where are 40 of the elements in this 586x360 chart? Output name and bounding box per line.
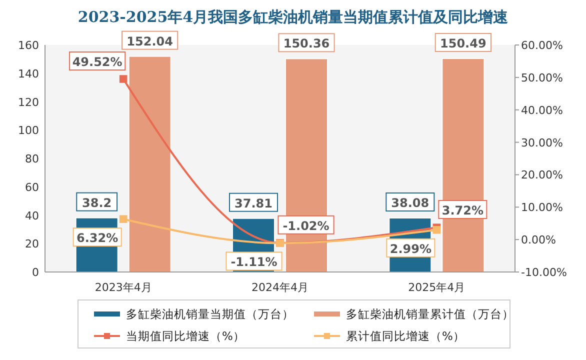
legend-label: 多缸柴油机销量当期值（万台） (126, 307, 294, 321)
y-tick-label: 80 (25, 152, 39, 166)
y-tick-label: 0 (32, 266, 39, 279)
data-label: 37.81 (234, 196, 272, 210)
data-label: 152.04 (126, 34, 173, 48)
legend-label: 多缸柴油机销量累计值（万台） (346, 307, 514, 321)
y-tick-label: 120 (18, 96, 39, 109)
y-tick-label: 60 (25, 180, 39, 194)
x-tick-label: 2025年4月 (408, 281, 466, 294)
data-label: 49.52% (72, 54, 122, 69)
data-label: -1.02% (282, 218, 330, 233)
y2-tick-label: 40.00% (521, 104, 563, 117)
point (432, 226, 441, 234)
data-label: 38.2 (82, 196, 112, 210)
data-label: -1.11% (230, 255, 278, 270)
data-label: 6.32% (76, 231, 118, 246)
data-label: 2.99% (390, 242, 432, 256)
y2-tick-label: 60.00% (521, 39, 563, 52)
y-tick-label: 160 (18, 39, 39, 52)
x-tick-label: 2023年4月 (94, 281, 152, 294)
y2-tick-label: 0.00% (521, 234, 556, 247)
y2-tick-label: 10.00% (521, 201, 563, 214)
y-tick-label: 140 (18, 67, 39, 80)
y2-tick-label: -10.00% (521, 266, 567, 279)
chart-title: 2023-2025年4月我国多缸柴油机销量当期值累计值及同比增速 (78, 8, 510, 26)
point (119, 75, 128, 83)
point (119, 215, 128, 223)
data-label: 150.49 (440, 36, 486, 50)
legend-label: 当期值同比增速（%） (126, 329, 245, 343)
y2-tick-label: 50.00% (521, 71, 563, 84)
legend-label: 累计值同比增速（%） (346, 329, 465, 343)
y-tick-label: 100 (18, 124, 39, 138)
y-tick-label: 40 (25, 209, 39, 222)
y2-tick-label: 30.00% (521, 136, 563, 150)
x-tick-label: 2024年4月 (252, 281, 308, 294)
data-label: 38.08 (391, 196, 430, 210)
y2-tick-label: 20.00% (521, 168, 563, 182)
y-tick-label: 20 (25, 238, 39, 251)
data-label: 150.36 (283, 36, 330, 51)
data-label: 3.72% (442, 204, 484, 218)
